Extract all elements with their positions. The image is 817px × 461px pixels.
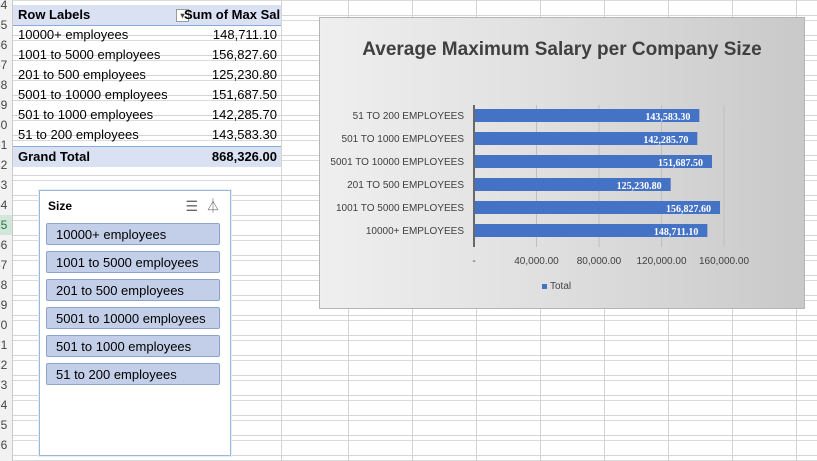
category-label: 51 TO 200 EMPLOYEES	[353, 111, 465, 122]
row-number[interactable]: 59	[0, 98, 8, 112]
row-number[interactable]: 66	[0, 238, 8, 252]
row-number[interactable]: 69	[0, 298, 8, 312]
pivot-row-value: 143,583.30	[211, 127, 277, 142]
slicer-title: Size	[48, 199, 73, 213]
grand-total-label: Grand Total	[18, 149, 90, 164]
x-tick-label: 120,000.00	[636, 256, 686, 267]
category-label: 501 TO 1000 EMPLOYEES	[342, 134, 465, 145]
row-number[interactable]: 58	[0, 78, 8, 92]
column-divider	[281, 0, 282, 461]
row-number[interactable]: 56	[0, 38, 8, 52]
size-slicer[interactable]: Size ☰ ⏃ 10000+ employees 1001 to 5000 em…	[39, 190, 231, 456]
row-number[interactable]: 75	[0, 418, 8, 432]
pivot-row-value: 151,687.50	[211, 87, 277, 102]
x-tick-label: -	[472, 256, 475, 267]
row-labels-header: Row Labels	[18, 7, 91, 22]
row-number[interactable]: 76	[0, 438, 8, 452]
pivot-header-row: Row Labels ▾ Sum of Max Sal	[13, 5, 281, 26]
pivot-row-label: 501 to 1000 employees	[18, 107, 154, 122]
pivot-row-value: 148,711.10	[212, 27, 277, 42]
data-label: 125,230.80	[617, 181, 662, 192]
row-divider	[12, 395, 817, 396]
slicer-item[interactable]: 1001 to 5000 employees	[46, 251, 220, 273]
row-number[interactable]: 55	[0, 18, 8, 32]
row-number[interactable]: 63	[0, 178, 8, 192]
row-number[interactable]: 71	[0, 338, 8, 352]
legend-label: Total	[550, 281, 572, 292]
data-label: 142,285.70	[643, 135, 688, 146]
data-label: 156,827.60	[666, 204, 711, 215]
row-divider	[12, 415, 817, 416]
sum-header: Sum of Max Sal	[184, 7, 281, 22]
pivot-row[interactable]: 501 to 1000 employees 142,285.70	[13, 105, 281, 125]
row-number[interactable]: 73	[0, 378, 8, 392]
pivot-row-value: 156,827.60	[211, 47, 277, 62]
filter-dropdown-button[interactable]: ▾	[176, 9, 189, 22]
bar	[475, 224, 708, 237]
row-number[interactable]: 74	[0, 398, 8, 412]
pivot-row-label: 10000+ employees	[18, 27, 129, 42]
pivot-grand-total-row[interactable]: Grand Total 868,326.00	[13, 146, 281, 167]
category-label: 10000+ EMPLOYEES	[366, 226, 464, 237]
row-divider	[12, 375, 817, 376]
pivot-row-value: 142,285.70	[211, 107, 277, 122]
grand-total-value: 868,326.00	[211, 149, 277, 164]
row-number[interactable]: 57	[0, 58, 8, 72]
row-divider	[12, 315, 817, 316]
row-number[interactable]: 68	[0, 278, 8, 292]
data-label: 143,583.30	[645, 112, 690, 123]
row-number[interactable]: 61	[0, 138, 8, 152]
slicer-item[interactable]: 201 to 500 employees	[46, 279, 220, 301]
data-label: 151,687.50	[658, 158, 703, 169]
clear-filter-icon[interactable]: ⏃	[206, 198, 220, 214]
row-number[interactable]: 70	[0, 318, 8, 332]
slicer-item[interactable]: 5001 to 10000 employees	[46, 307, 220, 329]
pivot-row[interactable]: 10000+ employees 148,711.10	[13, 25, 281, 45]
pivot-row[interactable]: 201 to 500 employees 125,230.80	[13, 65, 281, 85]
bar	[475, 178, 671, 191]
pivot-row-label: 201 to 500 employees	[18, 67, 146, 82]
chart-title: Average Maximum Salary per Company Size	[362, 39, 762, 60]
row-number[interactable]: 65	[0, 215, 12, 235]
slicer-item[interactable]: 10000+ employees	[46, 223, 220, 245]
bar	[475, 132, 698, 145]
row-number[interactable]: 67	[0, 258, 8, 272]
row-number[interactable]: 64	[0, 198, 8, 212]
row-divider	[12, 335, 817, 336]
multi-select-icon[interactable]: ☰	[185, 198, 198, 214]
chart-plot: 51 TO 200 EMPLOYEES 143,583.30 501 TO 1000…	[330, 105, 749, 267]
row-divider	[12, 15, 817, 16]
row-number[interactable]: 60	[0, 118, 8, 132]
category-label: 201 TO 500 EMPLOYEES	[347, 180, 464, 191]
bar	[475, 155, 713, 168]
x-tick-label: 80,000.00	[577, 256, 622, 267]
row-divider	[12, 355, 817, 356]
x-tick-label: 160,000.00	[699, 256, 749, 267]
row-number[interactable]: 72	[0, 358, 8, 372]
pivot-row[interactable]: 51 to 200 employees 143,583.30	[13, 125, 281, 145]
category-label: 5001 TO 10000 EMPLOYEES	[330, 157, 464, 168]
bar	[475, 201, 721, 214]
category-label: 1001 TO 5000 EMPLOYEES	[336, 203, 464, 214]
pivot-row[interactable]: 1001 to 5000 employees 156,827.60	[13, 45, 281, 65]
pivot-row-label: 1001 to 5000 employees	[18, 47, 161, 62]
pivot-row-label: 51 to 200 employees	[18, 127, 139, 142]
row-divider	[12, 455, 817, 456]
bar-chart[interactable]: Average Maximum Salary per Company Size …	[319, 17, 805, 309]
row-number[interactable]: 54	[0, 0, 8, 12]
chart-legend: Total	[542, 281, 571, 292]
pivot-row[interactable]: 5001 to 10000 employees 151,687.50	[13, 85, 281, 105]
slicer-item[interactable]: 501 to 1000 employees	[46, 335, 220, 357]
bar	[475, 109, 700, 122]
slicer-item[interactable]: 51 to 200 employees	[46, 363, 220, 385]
data-label: 148,711.10	[654, 227, 698, 238]
pivot-row-value: 125,230.80	[211, 67, 277, 82]
pivot-row-label: 5001 to 10000 employees	[18, 87, 168, 102]
legend-swatch	[542, 283, 547, 289]
row-divider	[12, 435, 817, 436]
row-header-column[interactable]: 54 55 56 57 58 59 60 61 62 63 64 65 66 67 68 69 70 71 72 73…	[0, 0, 13, 461]
x-tick-label: 40,000.00	[514, 256, 559, 267]
row-number[interactable]: 62	[0, 158, 8, 172]
